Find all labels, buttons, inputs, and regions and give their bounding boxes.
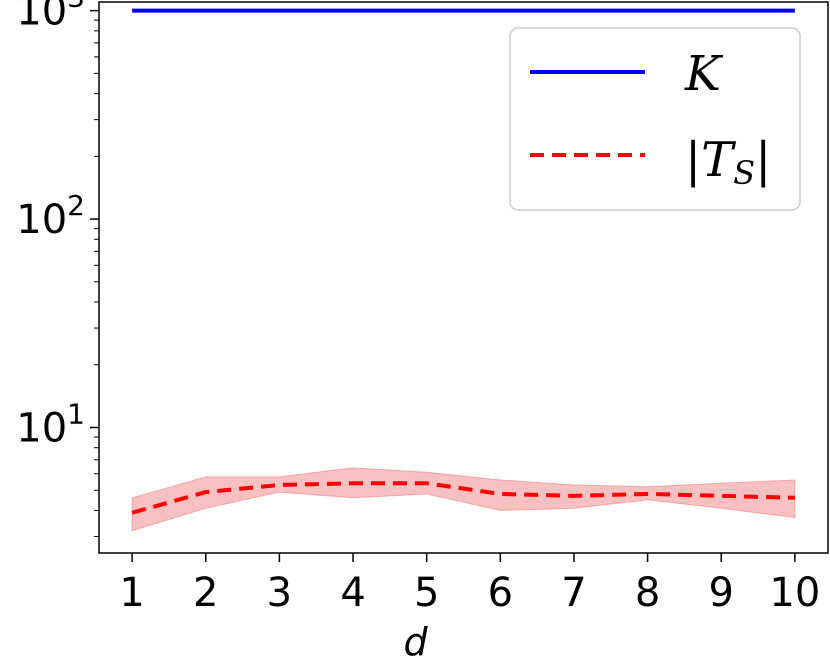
x-tick-label: 2: [193, 570, 218, 616]
x-tick-label: 1: [119, 570, 144, 616]
x-tick-label: 4: [340, 570, 365, 616]
legend-label-k: K: [684, 46, 724, 102]
x-tick-label: 6: [488, 570, 513, 616]
x-ticks: 1 2 3 4 5 6 7 8 9 10: [119, 553, 820, 616]
x-tick-label: 7: [561, 570, 586, 616]
series-ts-line: [131, 481, 795, 515]
y-ticks: 101 102 103: [16, 0, 99, 537]
series-layer: [131, 8, 795, 515]
legend: K |TS|: [509, 27, 801, 211]
x-tick-label: 8: [635, 570, 660, 616]
legend-label-ts: |TS|: [685, 132, 771, 192]
ts-confidence-band: [131, 467, 796, 532]
y-tick-label: 103: [16, 0, 85, 35]
x-tick-label: 5: [414, 570, 439, 616]
y-tick-label: 101: [16, 398, 85, 452]
y-tick-label: 102: [16, 189, 85, 243]
x-tick-label: 3: [267, 570, 292, 616]
x-axis-label: d: [403, 620, 428, 664]
confidence-band-layer: [131, 467, 796, 532]
plot-frame: [98, 1, 829, 554]
x-tick-label: 9: [709, 570, 734, 616]
x-tick-label: 10: [769, 570, 820, 616]
